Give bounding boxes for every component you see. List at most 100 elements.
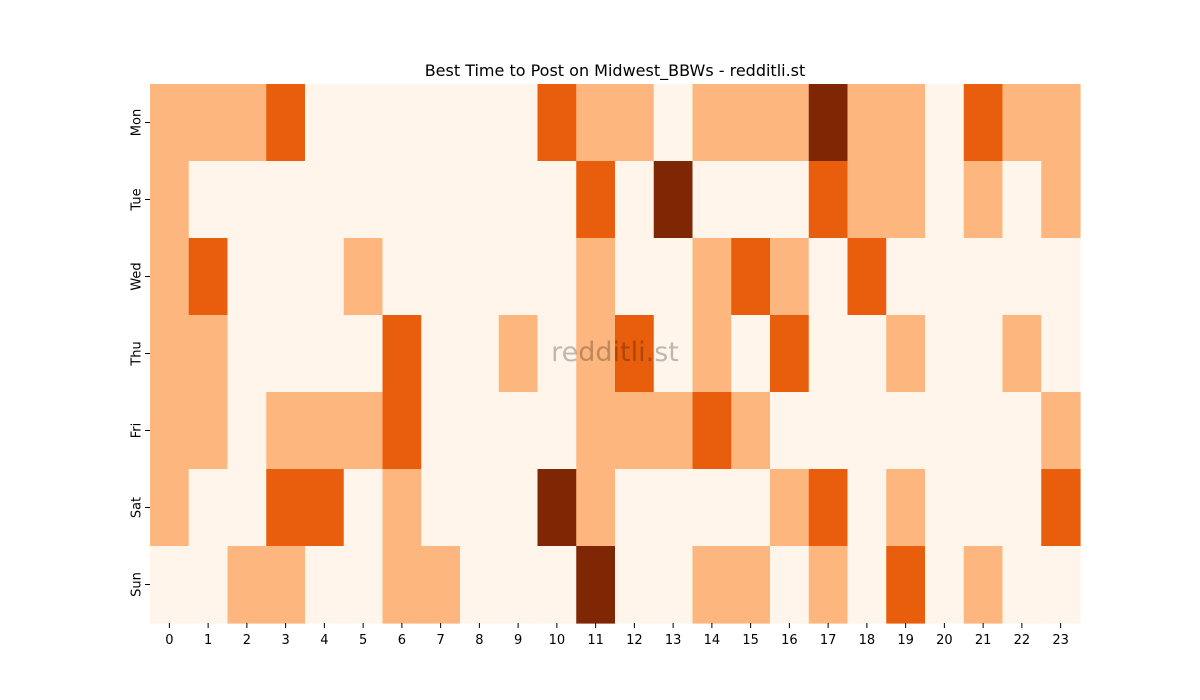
heatmap-cell-wed-7 <box>421 238 461 316</box>
heatmap-cell-tue-20 <box>925 161 965 239</box>
y-tick-label: Sun <box>130 572 145 597</box>
x-tick-label: 20 <box>936 633 953 648</box>
heatmap-cell-mon-1 <box>188 84 229 162</box>
x-tick-label: 23 <box>1052 633 1069 648</box>
heatmap-cell-tue-19 <box>886 161 926 239</box>
heatmap-cell-wed-21 <box>963 238 1004 316</box>
heatmap-cell-sat-17 <box>808 469 849 547</box>
heatmap-cell-mon-11 <box>576 84 616 162</box>
heatmap-cell-tue-9 <box>498 161 539 239</box>
heatmap-cell-thu-7 <box>421 315 461 393</box>
heatmap-cell-tue-16 <box>770 161 810 239</box>
heatmap-cell-sun-20 <box>925 546 965 624</box>
y-axis: Mon Tue Wed Thu Fri Sat Sun <box>130 109 150 597</box>
x-tick-label: 7 <box>436 633 444 648</box>
heatmap-cell-wed-14 <box>692 238 732 316</box>
y-tick-label: Thu <box>130 341 145 366</box>
heatmap-cell-thu-23 <box>1041 315 1081 393</box>
heatmap-cell-mon-8 <box>460 84 500 162</box>
heatmap-cell-wed-4 <box>305 238 345 316</box>
heatmap-cell-fri-7 <box>421 392 461 470</box>
x-tick-label: 1 <box>204 633 212 648</box>
x-tick-label: 18 <box>859 633 876 648</box>
x-tick-label: 9 <box>514 633 522 648</box>
heatmap-cell-sat-14 <box>692 469 732 547</box>
heatmap-cell-thu-6 <box>382 315 422 393</box>
heatmap-cell-fri-21 <box>963 392 1004 470</box>
heatmap-cell-sat-21 <box>963 469 1004 547</box>
x-tick-label: 0 <box>165 633 173 648</box>
heatmap-cell-sat-5 <box>343 469 384 547</box>
heatmap-cell-wed-6 <box>382 238 422 316</box>
x-tick-label: 15 <box>742 633 759 648</box>
heatmap-cell-tue-12 <box>615 161 655 239</box>
heatmap-cell-sun-11 <box>576 546 616 624</box>
heatmap-cell-wed-5 <box>343 238 384 316</box>
heatmap-cell-fri-20 <box>925 392 965 470</box>
heatmap-cell-fri-6 <box>382 392 422 470</box>
y-tick-label: Wed <box>130 262 145 290</box>
heatmap-cell-mon-2 <box>227 84 267 162</box>
heatmap-cell-sun-7 <box>421 546 461 624</box>
heatmap-cell-thu-12 <box>615 315 655 393</box>
heatmap-cell-fri-14 <box>692 392 732 470</box>
heatmap-cell-thu-9 <box>498 315 539 393</box>
heatmap-cells <box>150 84 1081 624</box>
heatmap-cell-mon-12 <box>615 84 655 162</box>
heatmap-cell-thu-21 <box>963 315 1004 393</box>
heatmap-cell-sun-12 <box>615 546 655 624</box>
heatmap-cell-thu-11 <box>576 315 616 393</box>
heatmap-cell-sun-13 <box>653 546 694 624</box>
heatmap-cell-wed-13 <box>653 238 694 316</box>
heatmap-cell-tue-7 <box>421 161 461 239</box>
heatmap-cell-fri-22 <box>1002 392 1042 470</box>
heatmap-cell-thu-13 <box>653 315 694 393</box>
heatmap-cell-mon-0 <box>150 84 190 162</box>
heatmap-cell-sun-1 <box>188 546 229 624</box>
heatmap-cell-sun-4 <box>305 546 345 624</box>
heatmap-cell-thu-4 <box>305 315 345 393</box>
heatmap-cell-thu-0 <box>150 315 190 393</box>
heatmap-cell-sun-8 <box>460 546 500 624</box>
heatmap-cell-sat-16 <box>770 469 810 547</box>
heatmap-cell-thu-1 <box>188 315 229 393</box>
heatmap-cell-wed-22 <box>1002 238 1042 316</box>
heatmap-cell-fri-12 <box>615 392 655 470</box>
heatmap-cell-sun-9 <box>498 546 539 624</box>
heatmap-cell-mon-19 <box>886 84 926 162</box>
heatmap-cell-fri-0 <box>150 392 190 470</box>
heatmap-cell-tue-18 <box>847 161 887 239</box>
heatmap-cell-mon-17 <box>808 84 849 162</box>
chart-title: Best Time to Post on Midwest_BBWs - redd… <box>425 61 806 81</box>
heatmap-cell-fri-1 <box>188 392 229 470</box>
heatmap-cell-sun-22 <box>1002 546 1042 624</box>
y-tick-label: Fri <box>130 423 145 439</box>
heatmap-cell-sun-2 <box>227 546 267 624</box>
y-tick-label: Mon <box>130 109 145 136</box>
heatmap-cell-thu-17 <box>808 315 849 393</box>
heatmap-cell-sat-20 <box>925 469 965 547</box>
heatmap-cell-fri-8 <box>460 392 500 470</box>
heatmap-cell-sun-5 <box>343 546 384 624</box>
heatmap-cell-mon-14 <box>692 84 732 162</box>
x-tick-label: 22 <box>1014 633 1031 648</box>
heatmap-cell-thu-20 <box>925 315 965 393</box>
heatmap-cell-sun-17 <box>808 546 849 624</box>
heatmap-cell-tue-8 <box>460 161 500 239</box>
heatmap-cell-sat-11 <box>576 469 616 547</box>
heatmap-cell-wed-8 <box>460 238 500 316</box>
heatmap-cell-sun-21 <box>963 546 1004 624</box>
x-tick-label: 14 <box>704 633 721 648</box>
heatmap-cell-thu-19 <box>886 315 926 393</box>
heatmap-cell-sat-8 <box>460 469 500 547</box>
heatmap-cell-mon-18 <box>847 84 887 162</box>
heatmap-cell-fri-3 <box>266 392 306 470</box>
heatmap-cell-sat-3 <box>266 469 306 547</box>
x-tick-label: 10 <box>549 633 566 648</box>
heatmap-cell-sat-0 <box>150 469 190 547</box>
heatmap-cell-wed-1 <box>188 238 229 316</box>
heatmap-cell-sun-0 <box>150 546 190 624</box>
heatmap-cell-thu-18 <box>847 315 887 393</box>
x-tick-label: 21 <box>975 633 992 648</box>
